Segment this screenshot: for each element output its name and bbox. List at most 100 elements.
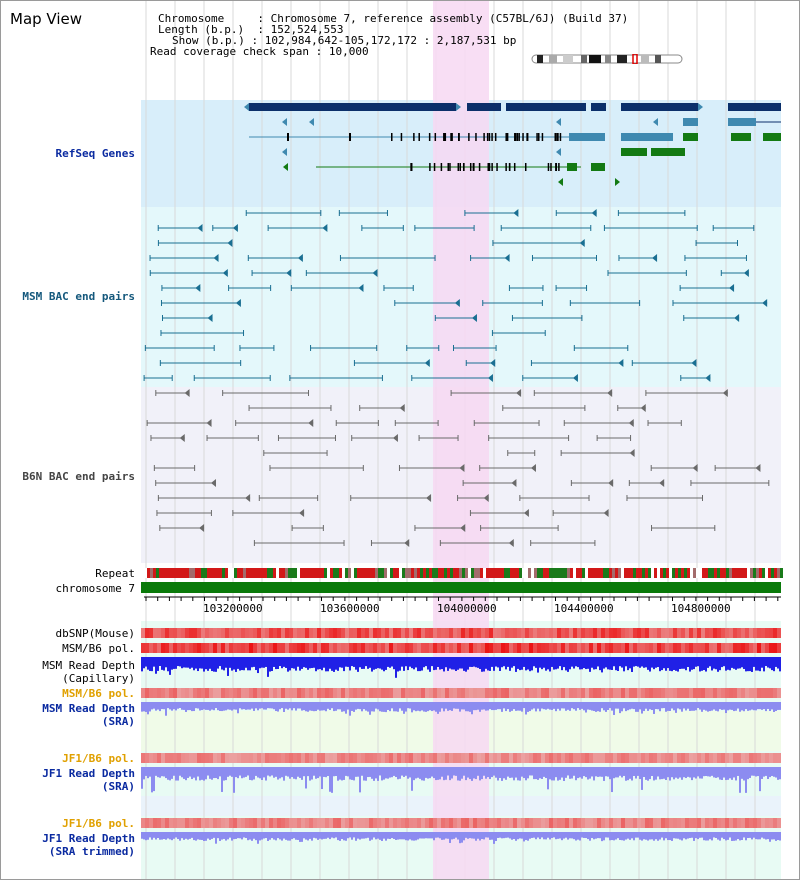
repeat-bar xyxy=(429,568,432,578)
msm-sra-depth xyxy=(585,702,587,713)
jf1-pol2-heat xyxy=(737,818,741,828)
msm-pol2-heat xyxy=(249,688,253,698)
jf1-sra-depth xyxy=(669,767,671,781)
msm-pol2-heat xyxy=(185,688,189,698)
jf1-sra-depth xyxy=(703,767,705,777)
track-label-msm-b6-pol-2[interactable]: MSM/B6 pol. xyxy=(62,687,135,700)
msm-sra-depth xyxy=(685,702,687,711)
repeat-bar xyxy=(171,568,174,578)
jf1-sra-depth xyxy=(619,767,621,776)
jf1-pol2-heat xyxy=(697,818,701,828)
jf1-trimmed-depth xyxy=(717,832,719,840)
jf1-sra-depth xyxy=(589,767,591,779)
repeat-bar xyxy=(651,568,654,578)
show-label: Show (b.p.) xyxy=(172,34,245,47)
msm-sra-depth xyxy=(323,702,325,711)
jf1-pol1-heat xyxy=(557,753,561,763)
jf1-pol1-heat xyxy=(721,753,725,763)
repeat-bar xyxy=(468,568,471,578)
repeat-bar xyxy=(204,568,207,578)
msm-sra-depth xyxy=(415,702,417,712)
jf1-trimmed-depth xyxy=(357,832,359,839)
jf1-pol1-heat xyxy=(285,753,289,763)
msm-pol1-heat xyxy=(657,643,661,653)
jf1-sra-depth xyxy=(307,767,309,777)
track-label-b6n-bac[interactable]: B6N BAC end pairs xyxy=(22,470,135,483)
repeat-bar xyxy=(201,568,204,578)
jf1-pol1-heat xyxy=(269,753,273,763)
msm-pol2-heat xyxy=(505,688,509,698)
msm-capillary-depth xyxy=(671,657,673,672)
jf1-trimmed-depth xyxy=(457,832,459,840)
repeat-bar xyxy=(186,568,189,578)
dbsnp-heat xyxy=(609,628,613,638)
repeat-bar xyxy=(642,568,645,578)
jf1-trimmed-depth xyxy=(527,832,529,841)
track-label-jf1-b6-pol-2[interactable]: JF1/B6 pol. xyxy=(62,817,135,830)
jf1-pol2-heat xyxy=(405,818,409,828)
jf1-trimmed-depth xyxy=(693,832,695,841)
jf1-trimmed-depth xyxy=(469,832,471,839)
track-label-msm-b6-pol-1[interactable]: MSM/B6 pol. xyxy=(62,642,135,655)
msm-capillary-depth xyxy=(431,657,433,667)
msm-capillary-depth xyxy=(463,657,465,671)
msm-capillary-depth xyxy=(515,657,517,672)
jf1-trimmed-depth xyxy=(605,832,607,838)
repeat-bar xyxy=(237,568,240,578)
msm-pol1-heat xyxy=(769,643,773,653)
track-label-jf1-depth-sra[interactable]: JF1 Read Depth xyxy=(42,767,135,780)
track-label-msm-bac[interactable]: MSM BAC end pairs xyxy=(22,290,135,303)
track-label-refseq[interactable]: RefSeq Genes xyxy=(55,147,135,160)
msm-capillary-depth xyxy=(681,657,683,669)
track-label-repeat[interactable]: Repeat xyxy=(95,567,135,580)
msm-pol2-heat xyxy=(221,688,225,698)
msm-capillary-depth xyxy=(467,657,469,670)
track-label-msm-depth-capillary[interactable]: MSM Read Depth xyxy=(42,659,135,672)
msm-pol2-heat xyxy=(405,688,409,698)
msm-pol2-heat xyxy=(729,688,733,698)
dbsnp-heat xyxy=(637,628,641,638)
jf1-sra-depth xyxy=(711,767,713,776)
exon xyxy=(559,133,562,141)
jf1-trimmed-depth xyxy=(501,832,503,839)
msm-pol1-heat xyxy=(449,643,453,653)
dbsnp-heat xyxy=(625,628,629,638)
jf1-pol1-heat xyxy=(501,753,505,763)
repeat-bar xyxy=(465,568,468,578)
sep: : xyxy=(250,12,271,25)
msm-pol2-heat xyxy=(361,688,365,698)
track-label-dbsnp[interactable]: dbSNP(Mouse) xyxy=(55,627,135,640)
msm-sra-depth xyxy=(159,702,161,712)
msm-sra-depth xyxy=(213,702,215,711)
jf1-sra-depth xyxy=(319,767,321,777)
track-label-msm-depth-sra[interactable]: MSM Read Depth xyxy=(42,702,135,715)
msm-pol2-heat xyxy=(541,688,545,698)
msm-sra-depth xyxy=(489,702,491,710)
track-label-jf1-depth-trimmed[interactable]: JF1 Read Depth xyxy=(42,832,135,845)
track-label-chromosome[interactable]: chromosome 7 xyxy=(55,582,135,595)
msm-sra-depth xyxy=(633,702,635,710)
jf1-trimmed-depth xyxy=(355,832,357,841)
gene-arrow xyxy=(282,118,287,126)
gene-block xyxy=(249,103,456,111)
repeat-bar xyxy=(690,568,693,578)
msm-sra-depth xyxy=(749,702,751,711)
msm-capillary-depth xyxy=(509,657,511,671)
msm-capillary-depth xyxy=(331,657,333,671)
exon xyxy=(478,163,481,171)
jf1-trimmed-depth xyxy=(453,832,455,839)
msm-sra-depth xyxy=(371,702,373,712)
chromosome-ideogram[interactable] xyxy=(531,54,685,64)
msm-pol1-heat xyxy=(565,643,569,653)
msm-sra-depth xyxy=(581,702,583,709)
b6n-bac-arrow xyxy=(210,479,216,487)
jf1-pol2-heat xyxy=(313,818,317,828)
jf1-trimmed-depth xyxy=(585,832,587,839)
jf1-trimmed-depth xyxy=(443,832,445,840)
jf1-sra-depth xyxy=(699,767,701,779)
msm-sra-depth xyxy=(277,702,279,712)
track-label-jf1-b6-pol-1[interactable]: JF1/B6 pol. xyxy=(62,752,135,765)
jf1-pol2-heat xyxy=(321,818,325,828)
coverage-label: Read coverage check span xyxy=(150,45,309,58)
